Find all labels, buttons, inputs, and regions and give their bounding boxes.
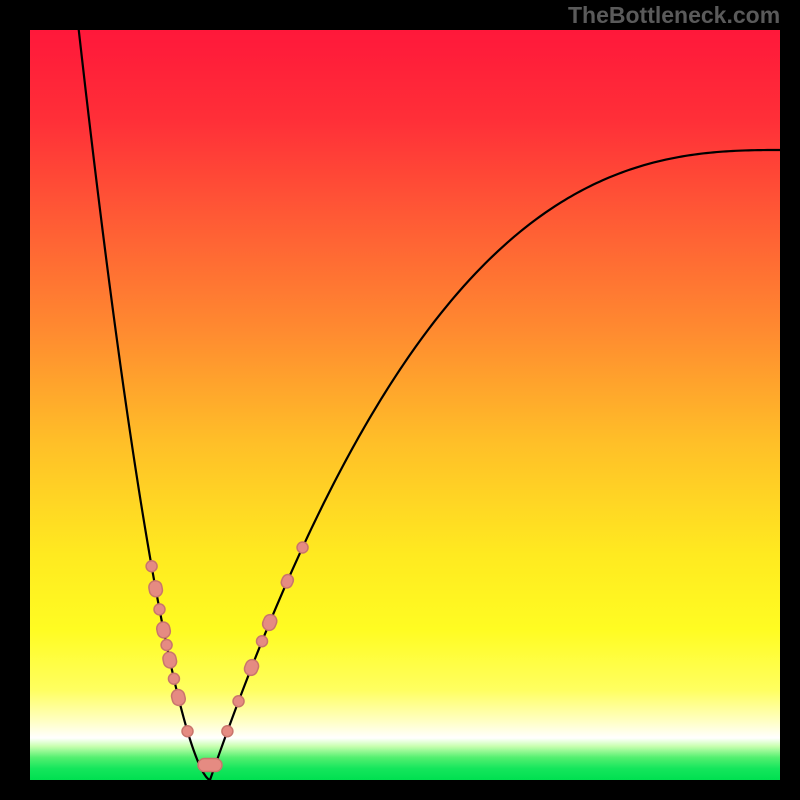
marker-dot (233, 696, 244, 707)
marker-dot (146, 561, 157, 572)
marker-dot (297, 542, 308, 553)
marker-dot (222, 726, 233, 737)
marker-dot (257, 636, 268, 647)
marker-dot (182, 726, 193, 737)
marker-capsule (198, 759, 222, 772)
marker-dot (161, 640, 172, 651)
chart-plot-area (30, 30, 780, 780)
watermark-text: TheBottleneck.com (568, 2, 780, 29)
marker-dot (154, 604, 165, 615)
marker-dot (168, 673, 179, 684)
